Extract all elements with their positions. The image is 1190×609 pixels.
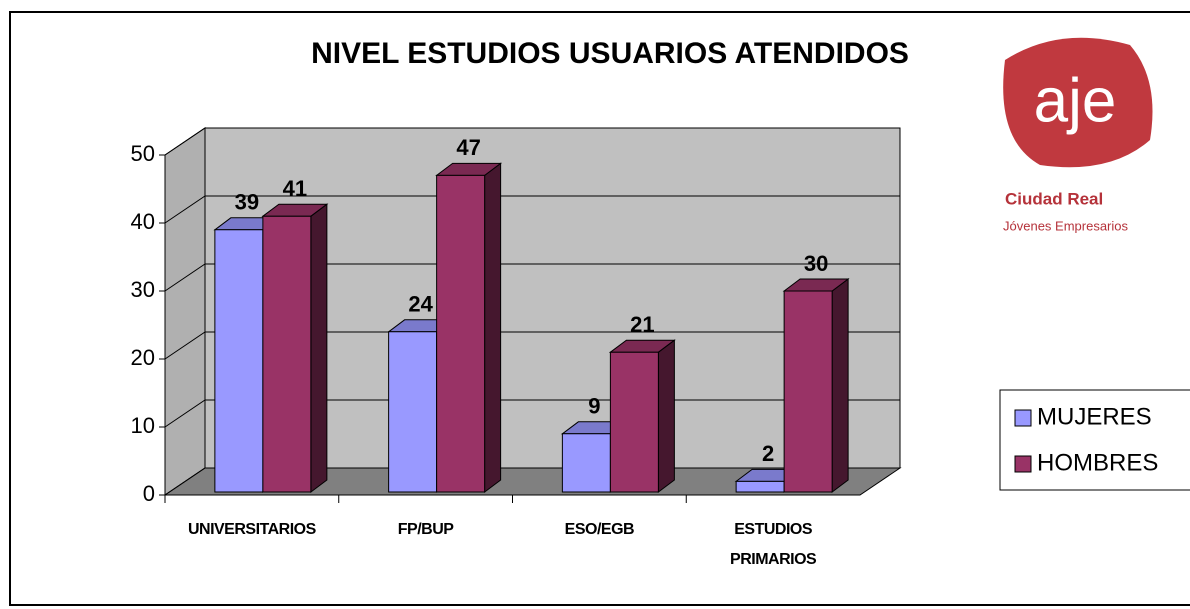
y-tick-label: 20 <box>131 345 155 370</box>
bar-front <box>262 215 312 493</box>
x-tick-label: UNIVERSITARIOS <box>187 521 316 538</box>
logo-shape <box>1003 37 1153 168</box>
legend-label: HOMBRES <box>1037 449 1158 476</box>
y-tick-label: 40 <box>131 209 155 234</box>
bar <box>435 162 503 493</box>
bar-front <box>609 351 659 493</box>
bar <box>782 278 850 493</box>
data-label: 47 <box>456 135 480 160</box>
data-label: 39 <box>235 190 259 215</box>
data-label: 41 <box>283 176 307 201</box>
legend-swatch <box>1014 409 1032 427</box>
bar-front <box>388 331 438 493</box>
legend-label: MUJERES <box>1037 403 1152 430</box>
y-tick-label: 30 <box>131 277 155 302</box>
logo-line2: Jóvenes Empresarios <box>1003 218 1128 233</box>
bar-front <box>783 290 833 493</box>
chart-title: NIVEL ESTUDIOS USUARIOS ATENDIDOS <box>311 37 909 70</box>
grid-line <box>164 331 900 360</box>
data-label: 30 <box>804 251 828 276</box>
grid-line <box>164 195 900 224</box>
data-label: 9 <box>588 394 600 419</box>
bar-side <box>484 162 502 493</box>
bar <box>261 203 329 493</box>
bar-side <box>831 278 849 493</box>
y-tick-label: 0 <box>143 481 155 506</box>
data-label: 21 <box>630 312 654 337</box>
bar-front <box>735 480 785 493</box>
y-tick-label: 50 <box>131 141 155 166</box>
y-tick-label: 10 <box>131 413 155 438</box>
bar-front <box>214 229 264 493</box>
legend-swatch <box>1014 455 1032 473</box>
bar-front <box>561 433 611 493</box>
bar-side <box>657 339 675 493</box>
side-wall <box>164 127 206 496</box>
logo-line1: Ciudad Real <box>1005 189 1103 208</box>
grid-line <box>164 127 900 156</box>
x-tick-label: FP/BUP <box>397 521 454 538</box>
data-label: 2 <box>762 441 774 466</box>
bar-side <box>310 203 328 493</box>
grid-line <box>164 263 900 292</box>
x-tick-label: ESO/EGB <box>564 521 635 538</box>
frame <box>9 11 1190 606</box>
logo-mark: aje <box>1034 66 1117 135</box>
bar-front <box>436 174 486 493</box>
data-label: 24 <box>408 292 433 317</box>
x-tick-label: ESTUDIOS PRIMARIOS <box>730 521 817 568</box>
legend-box <box>999 389 1190 491</box>
bar <box>608 339 676 493</box>
